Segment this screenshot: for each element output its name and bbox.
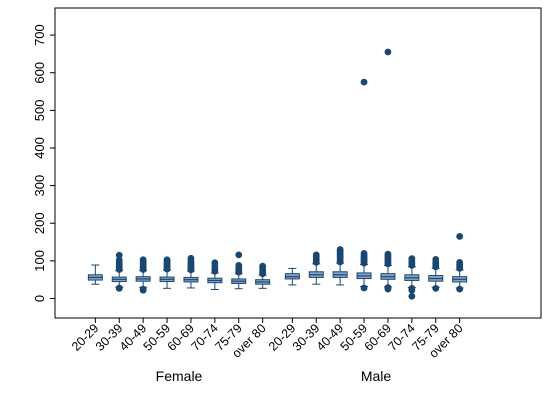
outlier-point	[456, 258, 464, 266]
box-male-70-74	[404, 255, 420, 300]
group-labels: Female Male	[156, 368, 392, 384]
y-tick-label: 300	[32, 175, 47, 197]
outlier-point	[139, 285, 147, 293]
box-series	[87, 48, 468, 300]
outlier-point	[384, 48, 392, 56]
outlier-point	[360, 249, 368, 257]
outlier-point	[408, 284, 416, 292]
outlier-point	[456, 285, 464, 293]
box-female-over-80	[255, 262, 271, 289]
outlier-point	[115, 251, 123, 259]
x-axis-labels: 20-2930-3940-4950-5960-6970-7475-79over …	[69, 318, 466, 361]
plot-frame	[54, 7, 542, 319]
outlier-point	[456, 233, 464, 240]
outlier-point	[115, 284, 123, 292]
group-label-male: Male	[361, 368, 392, 384]
outlier-point	[187, 254, 195, 262]
box-female-75-79	[231, 251, 247, 290]
outlier-point	[432, 284, 440, 292]
y-tick-label: 600	[32, 62, 47, 84]
outlier-point	[336, 246, 344, 253]
box-male-20-29	[284, 267, 300, 286]
box-female-30-39	[111, 251, 127, 292]
y-tick-label: 0	[32, 295, 47, 302]
outlier-point	[139, 256, 147, 264]
box-male-50-59	[356, 78, 372, 292]
outlier-point	[211, 259, 219, 267]
outlier-point	[115, 256, 123, 264]
box-female-60-69	[183, 254, 199, 289]
outlier-point	[163, 256, 171, 264]
group-label-female: Female	[156, 368, 203, 384]
outlier-point	[259, 262, 267, 270]
box-male-75-79	[428, 255, 444, 292]
box-female-40-49	[135, 256, 151, 294]
outlier-point	[312, 251, 320, 259]
y-tick-label: 500	[32, 99, 47, 121]
box-female-50-59	[159, 256, 175, 289]
y-tick-label: 200	[32, 212, 47, 234]
box-male-40-49	[332, 246, 348, 286]
outlier-point	[408, 255, 416, 263]
outlier-point	[360, 284, 368, 292]
box-male-over-80	[452, 233, 468, 293]
outlier-point	[384, 250, 392, 258]
outlier-point	[384, 284, 392, 291]
outlier-point	[235, 251, 243, 259]
outlier-point	[408, 292, 416, 300]
y-axis: 0 100 200 300 400 500 600 700	[32, 24, 55, 302]
outlier-point	[360, 78, 368, 86]
outlier-point	[235, 261, 243, 269]
box-male-60-69	[380, 48, 396, 293]
outlier-point	[432, 255, 440, 263]
y-tick-label: 700	[32, 24, 47, 46]
y-tick-label: 400	[32, 137, 47, 159]
box-female-70-74	[207, 259, 223, 290]
box-male-30-39	[308, 251, 324, 285]
y-tick-label: 100	[32, 250, 47, 272]
box-female-20-29	[87, 264, 103, 285]
